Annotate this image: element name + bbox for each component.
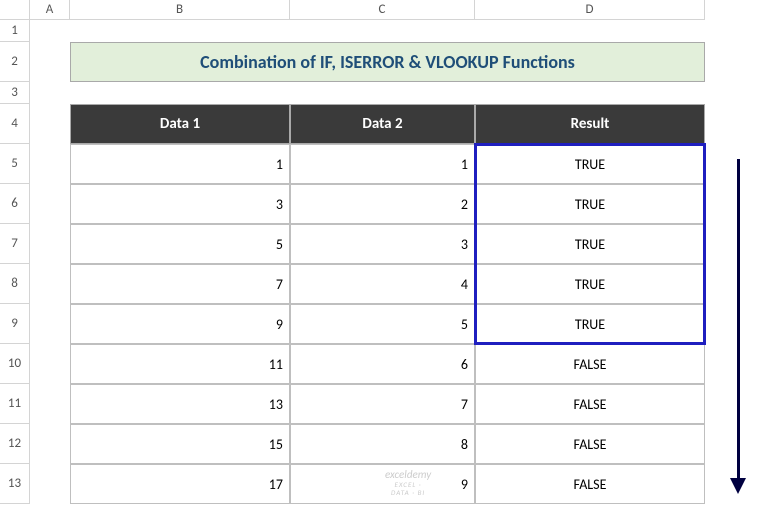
col-header-D[interactable]: D [475,0,705,19]
result-cell[interactable]: FALSE [475,464,705,504]
data2-cell[interactable]: 1 [290,144,475,184]
data1-cell[interactable]: 5 [70,224,290,264]
title-cell[interactable]: Combination of IF, ISERROR & VLOOKUP Fun… [70,42,705,82]
result-cell[interactable]: TRUE [475,144,705,184]
row-header-1[interactable]: 1 [0,20,30,42]
col-header-corner[interactable] [0,0,30,19]
data1-cell[interactable]: 17 [70,464,290,504]
result-cell[interactable]: FALSE [475,424,705,464]
row-header-5[interactable]: 5 [0,144,30,184]
result-cell[interactable]: TRUE [475,224,705,264]
table-header-data2[interactable]: Data 2 [290,104,475,144]
row-header-11[interactable]: 11 [0,384,30,424]
row-header-6[interactable]: 6 [0,184,30,224]
data2-cell[interactable]: 7 [290,384,475,424]
data1-cell[interactable]: 13 [70,384,290,424]
col-header-B[interactable]: B [70,0,290,19]
spreadsheet: ABCD 12345678910111213 Combination of IF… [0,0,767,523]
table-header-data1[interactable]: Data 1 [70,104,290,144]
result-cell[interactable]: FALSE [475,384,705,424]
row-header-10[interactable]: 10 [0,344,30,384]
data2-cell[interactable]: 5 [290,304,475,344]
data1-cell[interactable]: 15 [70,424,290,464]
data1-cell[interactable]: 11 [70,344,290,384]
result-cell[interactable]: TRUE [475,184,705,224]
row-header-12[interactable]: 12 [0,424,30,464]
data1-cell[interactable]: 1 [70,144,290,184]
data2-cell[interactable]: 4 [290,264,475,304]
data2-cell[interactable]: 2 [290,184,475,224]
row-header-8[interactable]: 8 [0,264,30,304]
data1-cell[interactable]: 9 [70,304,290,344]
result-cell[interactable]: TRUE [475,304,705,344]
data1-cell[interactable]: 7 [70,264,290,304]
result-cell[interactable]: TRUE [475,264,705,304]
row-header-13[interactable]: 13 [0,464,30,504]
data2-cell[interactable]: 9 [290,464,475,504]
down-arrow-icon [730,159,750,494]
table-header-result[interactable]: Result [475,104,705,144]
data2-cell[interactable]: 6 [290,344,475,384]
row-header-7[interactable]: 7 [0,224,30,264]
data2-cell[interactable]: 8 [290,424,475,464]
column-headers: ABCD [0,0,705,20]
data1-cell[interactable]: 3 [70,184,290,224]
row-header-2[interactable]: 2 [0,42,30,82]
row-header-9[interactable]: 9 [0,304,30,344]
col-header-C[interactable]: C [290,0,475,19]
col-header-A[interactable]: A [30,0,70,19]
row-headers: 12345678910111213 [0,20,30,504]
row-header-3[interactable]: 3 [0,82,30,104]
watermark: exceldemyEXCEL · DATA · BI [385,469,431,496]
data2-cell[interactable]: 3 [290,224,475,264]
row-header-4[interactable]: 4 [0,104,30,144]
result-cell[interactable]: FALSE [475,344,705,384]
